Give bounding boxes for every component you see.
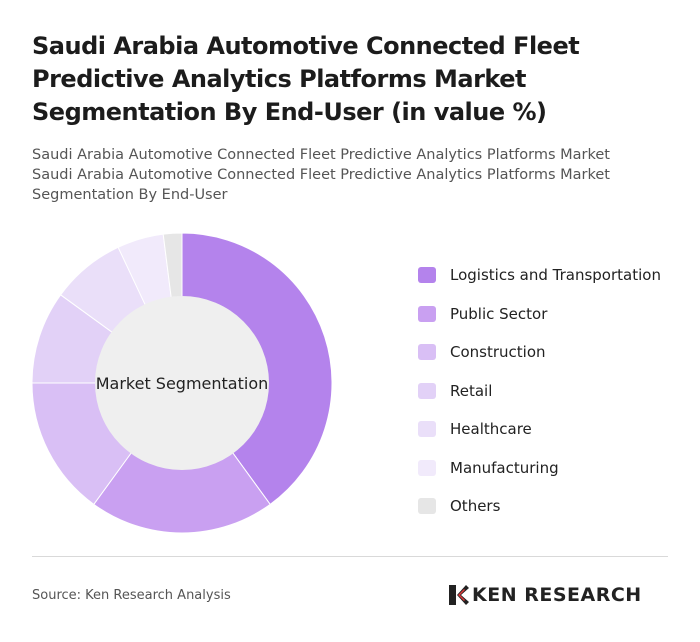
legend-swatch [418, 267, 436, 284]
legend-label: Healthcare [450, 420, 532, 439]
donut-chart: Market Segmentation [31, 232, 333, 534]
legend-item[interactable]: Others [418, 487, 693, 526]
subtitle-line: Saudi Arabia Automotive Connected Fleet … [32, 167, 610, 183]
legend-swatch [418, 498, 436, 515]
subtitle-line: Segmentation By End-User [32, 187, 228, 203]
legend-swatch [418, 382, 436, 399]
brand-logo: KEN RESEARCH [446, 582, 642, 608]
legend-label: Public Sector [450, 304, 548, 323]
center-label: Market Segmentation [96, 374, 269, 393]
legend-item[interactable]: Healthcare [418, 410, 693, 449]
legend-label: Manufacturing [450, 458, 559, 477]
ken-research-logo-icon [449, 585, 469, 605]
legend-item[interactable]: Logistics and Transportation [418, 256, 693, 295]
footer-divider [32, 556, 668, 557]
chart-legend: Logistics and Transportation Public Secto… [418, 256, 693, 526]
legend-item[interactable]: Public Sector [418, 295, 693, 334]
legend-swatch [418, 421, 436, 438]
legend-swatch [418, 459, 436, 476]
brand-name: KEN RESEARCH [472, 584, 642, 606]
chart-title: Saudi Arabia Automotive Connected Fleet … [32, 32, 580, 126]
legend-swatch [418, 305, 436, 322]
chart-subtitle: Saudi Arabia Automotive Connected Fleet … [32, 145, 632, 205]
subtitle-line: Saudi Arabia Automotive Connected Fleet … [32, 147, 610, 163]
source-note: Source: Ken Research Analysis [32, 588, 231, 603]
legend-label: Construction [450, 343, 546, 362]
legend-label: Retail [450, 381, 493, 400]
legend-swatch [418, 344, 436, 361]
legend-item[interactable]: Construction [418, 333, 693, 372]
donut-hole [95, 296, 269, 470]
legend-item[interactable]: Retail [418, 372, 693, 411]
legend-item[interactable]: Manufacturing [418, 449, 693, 488]
legend-label: Logistics and Transportation [450, 266, 661, 285]
legend-label: Others [450, 497, 501, 516]
